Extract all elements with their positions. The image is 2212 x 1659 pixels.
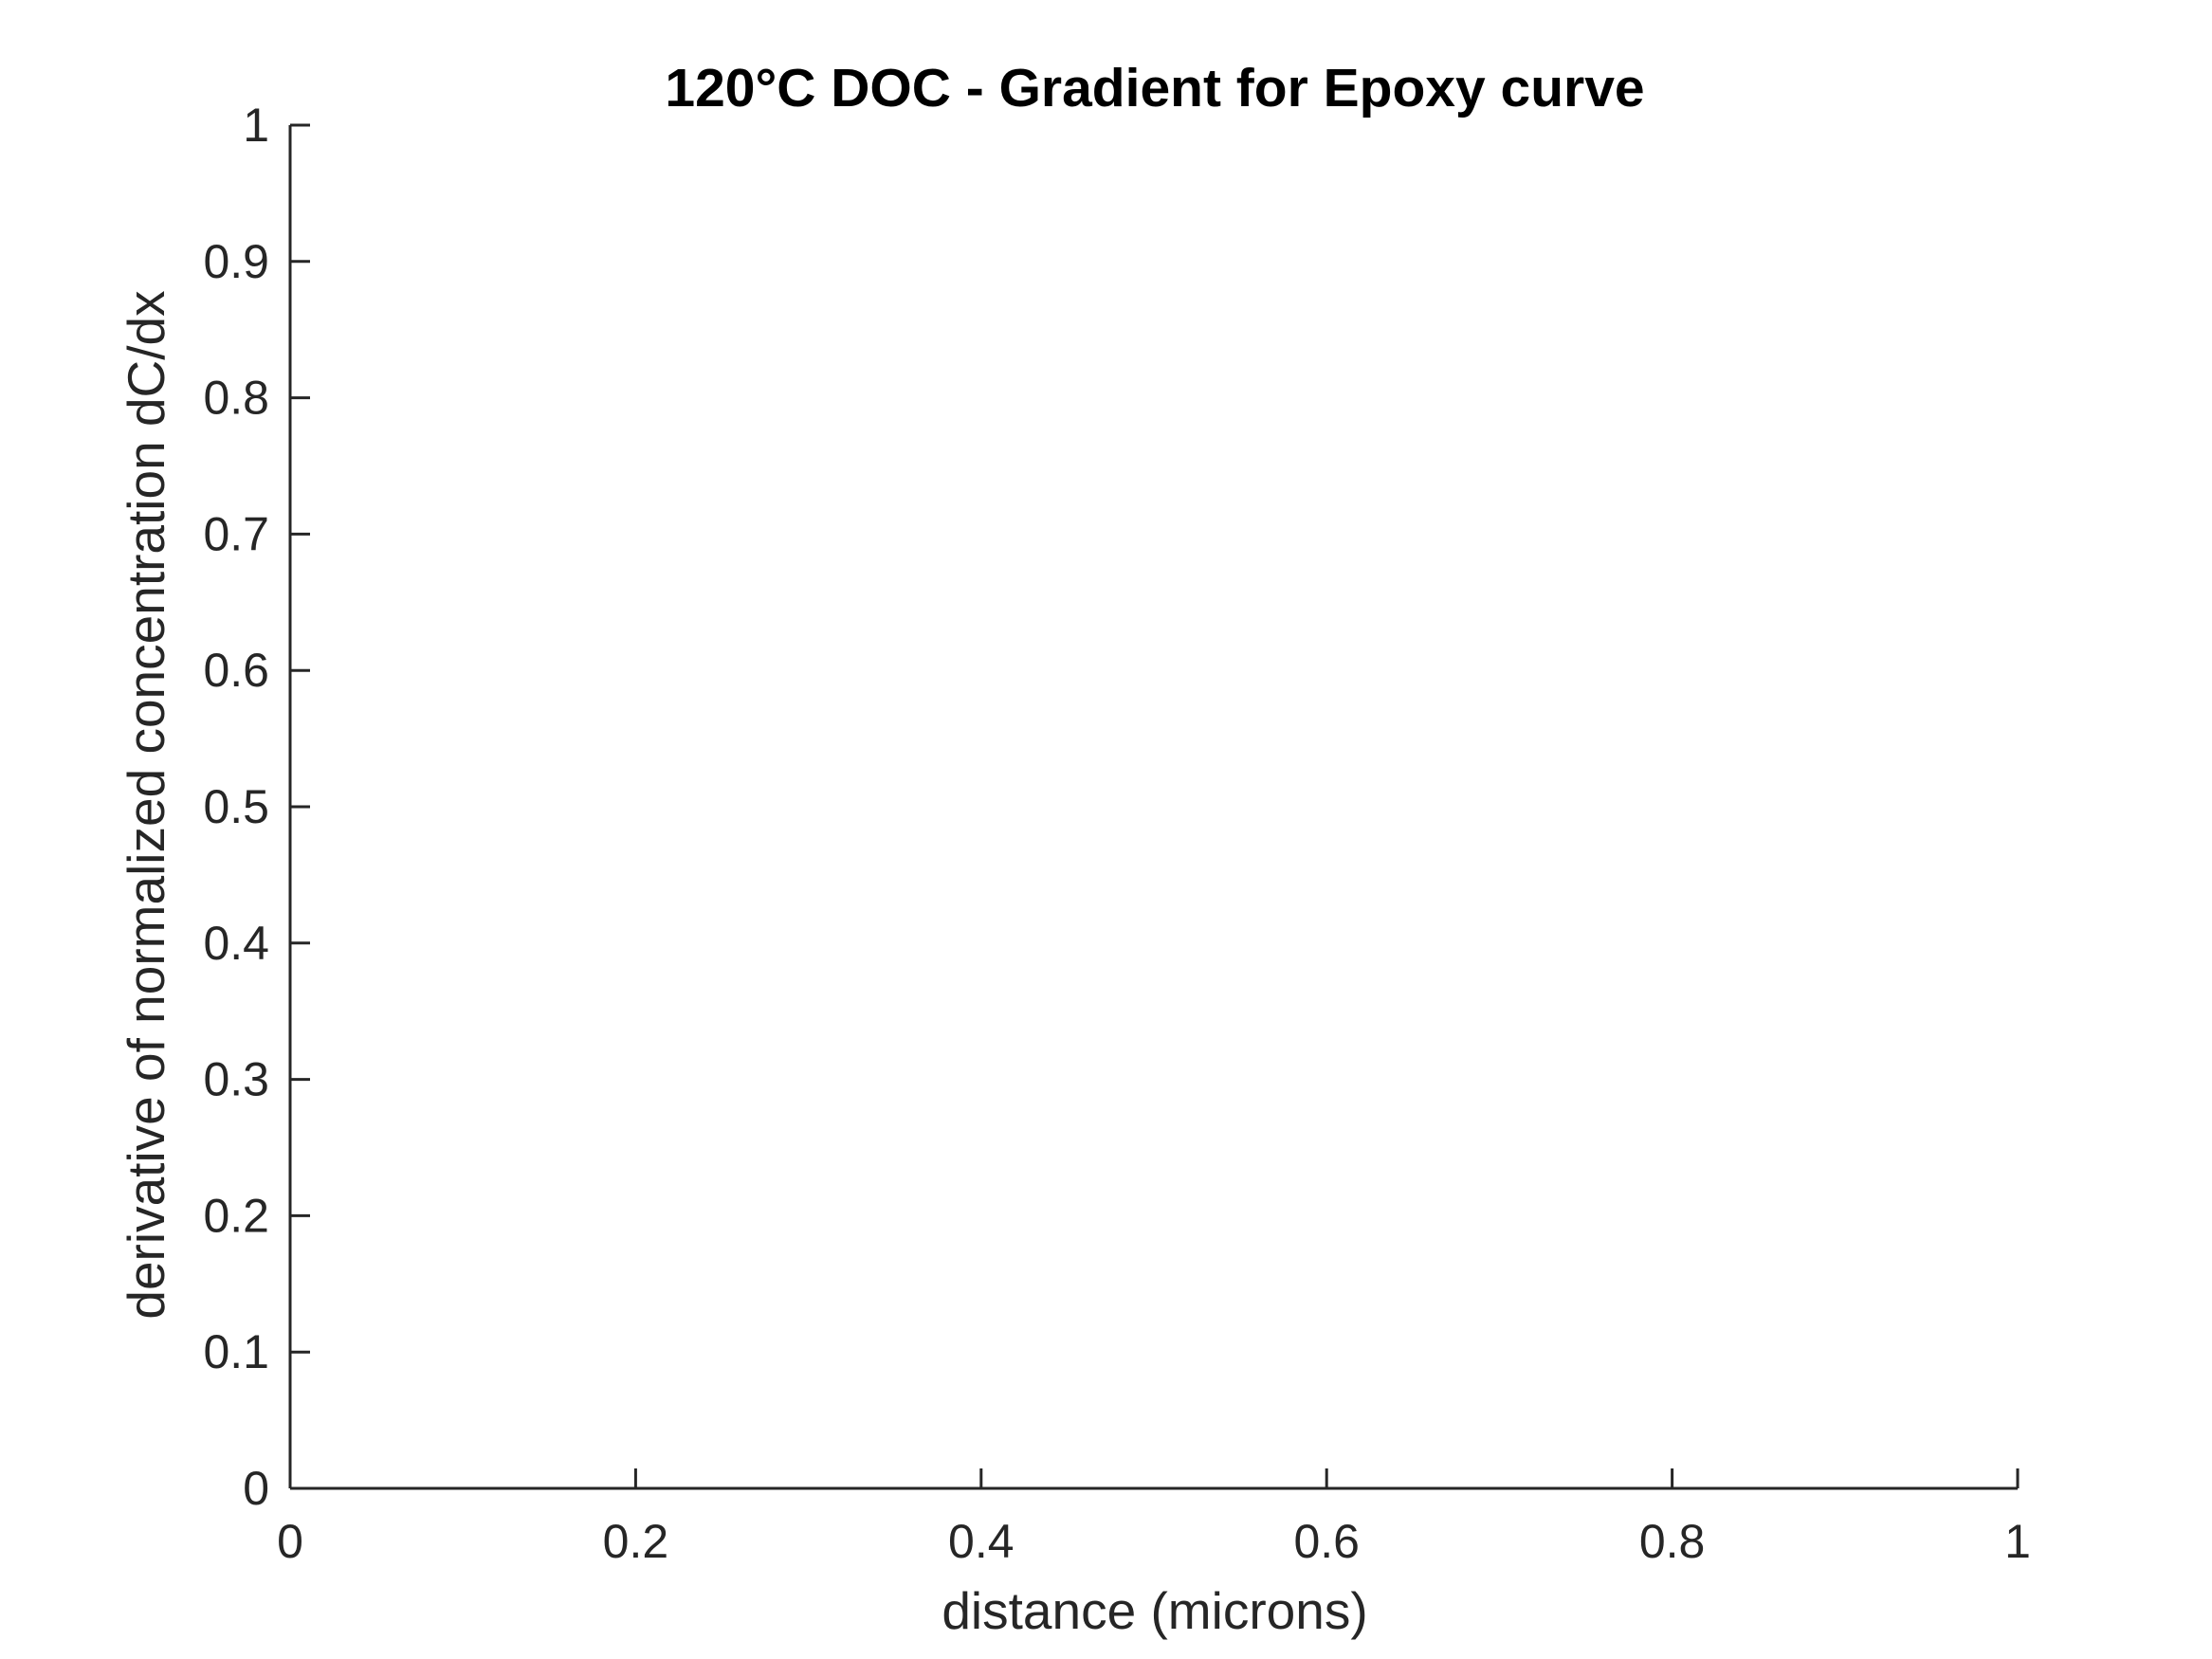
y-tick-label: 0.4 bbox=[203, 917, 269, 970]
y-axis: 0 0.1 0.2 0.3 0.4 0.5 0.6 0.7 0.8 0.9 1 bbox=[203, 99, 310, 1515]
y-tick-label: 0.3 bbox=[203, 1053, 269, 1106]
y-tick-label: 0.7 bbox=[203, 507, 269, 560]
x-axis-label: distance (microns) bbox=[941, 1581, 1367, 1640]
x-axis: 0 0.2 0.4 0.6 0.8 1 bbox=[277, 1468, 2031, 1568]
y-tick-label: 0.6 bbox=[203, 644, 269, 697]
y-tick-label: 0.2 bbox=[203, 1189, 269, 1242]
y-tick-label: 0.8 bbox=[203, 372, 269, 425]
y-tick-label: 1 bbox=[243, 99, 269, 152]
y-tick-label: 0.1 bbox=[203, 1325, 269, 1378]
y-axis-label: derivative of normalized concentration d… bbox=[117, 290, 175, 1319]
x-tick-label: 0.8 bbox=[1639, 1515, 1706, 1568]
x-tick-label: 1 bbox=[2004, 1515, 2031, 1568]
chart-title: 120°C DOC - Gradient for Epoxy curve bbox=[665, 58, 1644, 118]
y-tick-label: 0.5 bbox=[203, 780, 269, 833]
y-tick-label: 0 bbox=[243, 1462, 269, 1515]
y-ticks: 0 0.1 0.2 0.3 0.4 0.5 0.6 0.7 0.8 0.9 1 bbox=[203, 99, 310, 1515]
x-tick-label: 0.4 bbox=[948, 1515, 1015, 1568]
x-tick-label: 0 bbox=[277, 1515, 303, 1568]
x-ticks: 0 0.2 0.4 0.6 0.8 1 bbox=[277, 1468, 2031, 1568]
y-tick-label: 0.9 bbox=[203, 235, 269, 288]
x-tick-label: 0.6 bbox=[1293, 1515, 1360, 1568]
x-tick-label: 0.2 bbox=[603, 1515, 669, 1568]
